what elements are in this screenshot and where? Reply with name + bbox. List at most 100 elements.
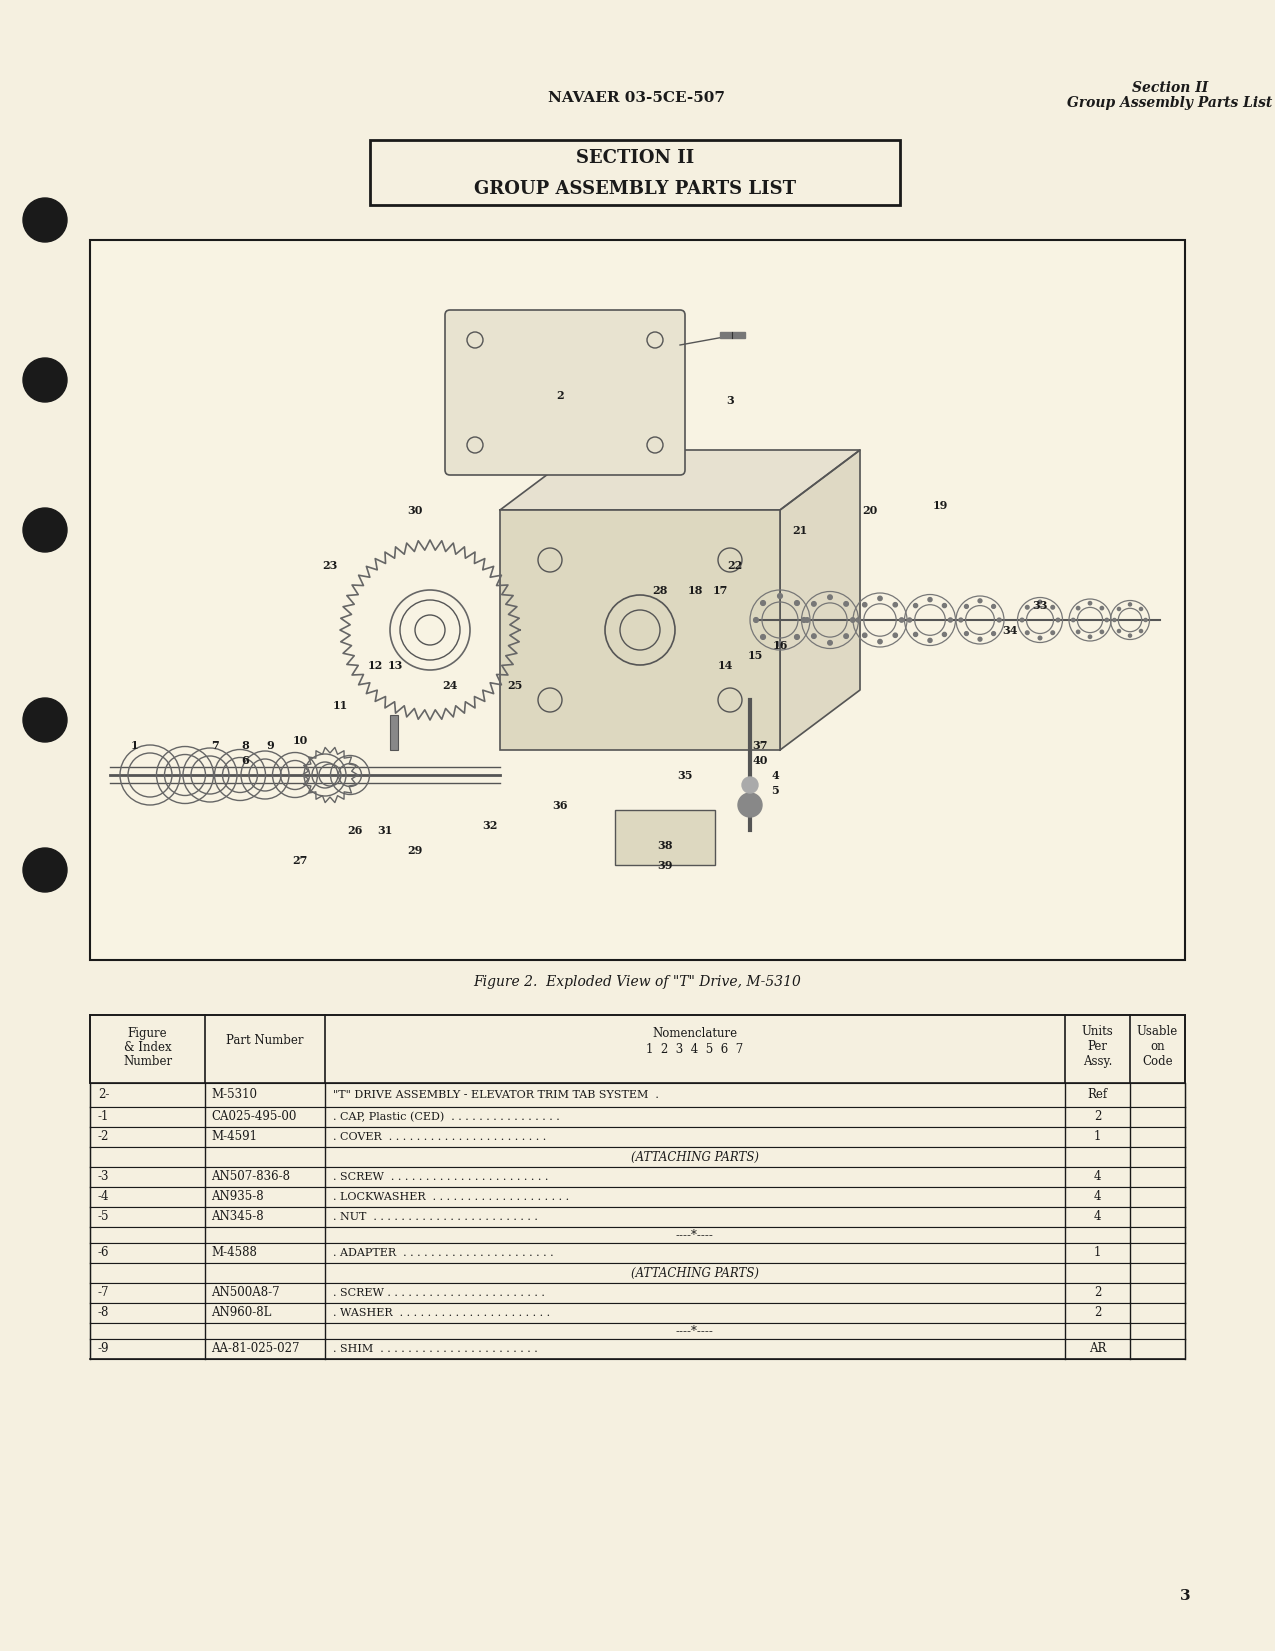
Bar [91,1083,1184,1108]
Text: AA-81-025-027: AA-81-025-027 [210,1342,300,1355]
Text: 18: 18 [687,584,703,596]
Text: 3: 3 [1179,1588,1191,1603]
Bar [390,715,398,750]
Text: AN507-836-8: AN507-836-8 [210,1171,289,1184]
Circle shape [1117,629,1121,632]
Polygon shape [500,451,861,510]
Text: Figure: Figure [128,1027,167,1040]
Circle shape [23,358,68,401]
Text: . SHIM  . . . . . . . . . . . . . . . . . . . . . . .: . SHIM . . . . . . . . . . . . . . . . .… [333,1344,538,1354]
Text: on: on [1150,1040,1165,1053]
Circle shape [942,604,946,608]
Circle shape [1038,636,1042,641]
Text: 2: 2 [1094,1111,1102,1123]
Circle shape [978,599,982,603]
Text: AN935-8: AN935-8 [210,1190,264,1204]
Bar [91,1322,1184,1339]
Text: 4: 4 [771,769,779,781]
Text: 21: 21 [792,525,807,535]
Text: -5: -5 [98,1210,110,1223]
Circle shape [863,603,867,608]
Text: ----*----: ----*---- [676,1324,714,1337]
Text: Group Assembly Parts List: Group Assembly Parts List [1067,96,1272,111]
Text: 37: 37 [752,740,768,751]
Text: SECTION II: SECTION II [576,149,694,167]
Circle shape [812,601,816,606]
Circle shape [1056,617,1060,622]
Text: 30: 30 [407,505,423,515]
Circle shape [899,617,904,622]
Bar [91,1108,1184,1128]
Circle shape [1025,631,1029,634]
Text: 27: 27 [292,855,307,865]
Text: . SCREW  . . . . . . . . . . . . . . . . . . . . . . .: . SCREW . . . . . . . . . . . . . . . . … [333,1172,548,1182]
Circle shape [913,632,918,637]
Text: M-5310: M-5310 [210,1088,258,1101]
Bar [91,239,1184,959]
Text: 4: 4 [1094,1210,1102,1223]
Circle shape [1140,608,1142,611]
Circle shape [959,617,963,622]
Text: Figure 2.  Exploded View of "T" Drive, M-5310: Figure 2. Exploded View of "T" Drive, M-… [473,976,801,989]
Circle shape [761,601,765,606]
Text: . COVER  . . . . . . . . . . . . . . . . . . . . . . .: . COVER . . . . . . . . . . . . . . . . … [333,1133,546,1142]
Circle shape [992,604,996,608]
Text: & Index: & Index [124,1042,171,1053]
Circle shape [942,632,946,637]
Circle shape [997,617,1001,622]
Bar [91,1147,1184,1167]
Text: NAVAER 03-5CE-507: NAVAER 03-5CE-507 [548,91,725,106]
Text: Nomenclature: Nomenclature [653,1027,737,1040]
Circle shape [1076,606,1080,609]
Text: 23: 23 [323,560,338,571]
Circle shape [949,617,952,622]
Text: 26: 26 [347,824,362,835]
Text: -8: -8 [98,1306,110,1319]
Circle shape [23,509,68,551]
Circle shape [1071,619,1075,622]
Bar [91,1303,1184,1322]
Text: 14: 14 [718,659,733,670]
Text: 4: 4 [1094,1171,1102,1184]
Circle shape [1140,629,1142,632]
Text: (ATTACHING PARTS): (ATTACHING PARTS) [631,1266,759,1280]
Circle shape [878,639,882,644]
Circle shape [964,632,968,636]
Bar [91,1227,1184,1243]
Text: 31: 31 [377,824,393,835]
Circle shape [23,698,68,741]
FancyBboxPatch shape [445,310,685,475]
Circle shape [1128,634,1131,637]
Circle shape [794,634,799,639]
Bar [91,1263,1184,1283]
Circle shape [1100,631,1104,634]
Text: Usable: Usable [1137,1025,1178,1038]
Text: 9: 9 [266,740,274,751]
Text: 36: 36 [552,799,567,811]
Text: 1: 1 [1094,1247,1102,1260]
Text: 28: 28 [653,584,668,596]
Circle shape [23,198,68,243]
Text: 3: 3 [727,395,734,406]
Bar [91,1128,1184,1147]
Text: -9: -9 [98,1342,110,1355]
Text: . WASHER  . . . . . . . . . . . . . . . . . . . . . .: . WASHER . . . . . . . . . . . . . . . .… [333,1308,550,1317]
Text: . LOCKWASHER  . . . . . . . . . . . . . . . . . . . .: . LOCKWASHER . . . . . . . . . . . . . .… [333,1192,569,1202]
Text: 10: 10 [292,735,307,746]
Circle shape [913,604,918,608]
Text: 1: 1 [131,740,139,751]
Circle shape [992,632,996,636]
Circle shape [928,639,932,642]
Text: AR: AR [1089,1342,1107,1355]
Text: 40: 40 [752,755,768,766]
Text: 15: 15 [747,649,762,660]
Bar [91,1243,1184,1263]
Text: Units: Units [1081,1025,1113,1038]
Text: . CAP, Plastic (CED)  . . . . . . . . . . . . . . . .: . CAP, Plastic (CED) . . . . . . . . . .… [333,1111,560,1123]
Circle shape [827,641,833,646]
Circle shape [1100,606,1104,609]
Text: "T" DRIVE ASSEMBLY - ELEVATOR TRIM TAB SYSTEM  .: "T" DRIVE ASSEMBLY - ELEVATOR TRIM TAB S… [333,1090,659,1100]
Text: Part Number: Part Number [226,1035,303,1047]
Polygon shape [780,451,861,750]
Circle shape [1089,601,1091,604]
